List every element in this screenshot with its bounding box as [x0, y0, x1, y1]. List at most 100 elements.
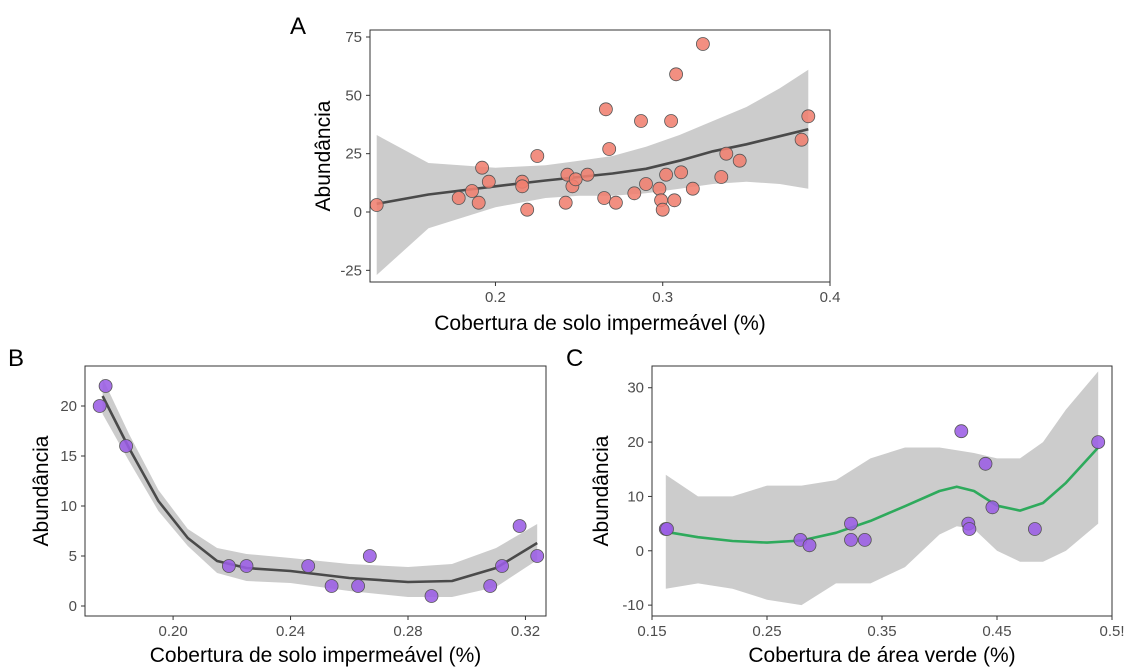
x-tick-label-c: 0.5! — [1099, 623, 1124, 640]
y-tick-label-b: 15 — [60, 448, 77, 465]
data-point-b — [530, 549, 545, 563]
x-tick-label-c: 0.15 — [637, 623, 666, 640]
data-point-b — [351, 579, 366, 593]
data-point-a — [558, 195, 573, 210]
data-point-a — [719, 146, 734, 161]
y-axis-title-c: Abundância — [590, 435, 613, 546]
y-tick-label-a: 75 — [345, 29, 362, 46]
data-point-b — [324, 579, 339, 593]
data-point-b — [92, 399, 107, 413]
data-point-a — [801, 109, 816, 124]
data-point-a — [659, 167, 673, 182]
x-tick-label-c: 0.45 — [982, 623, 1011, 640]
x-tick-label-b: 0.28 — [393, 623, 422, 640]
data-point-c — [954, 424, 969, 439]
data-point-a — [714, 170, 729, 184]
x-tick-label-a: 0.2 — [485, 289, 506, 306]
data-point-b — [239, 559, 254, 573]
confidence-band-b — [102, 378, 538, 597]
y-tick-label-c: 20 — [627, 434, 644, 451]
data-point-a — [580, 167, 595, 182]
data-point-a — [696, 37, 710, 51]
data-point-b — [362, 549, 377, 563]
data-point-b — [301, 559, 316, 573]
data-point-a — [481, 174, 496, 189]
confidence-band-c — [665, 371, 1099, 606]
data-point-a — [471, 195, 486, 210]
panel-label-b: B — [8, 345, 24, 372]
data-point-a — [568, 172, 583, 187]
data-point-c — [962, 522, 977, 536]
x-axis-title-a: Cobertura de solo impermeável (%) — [434, 312, 765, 335]
y-tick-label-b: 0 — [69, 598, 77, 615]
data-point-a — [674, 165, 688, 180]
data-point-a — [475, 160, 490, 175]
x-tick-label-c: 0.25 — [752, 623, 781, 640]
panel-b-scatter-plot: 0.20 0.24 0.28 0.32 0 5 10 15 20 Cobertura de sol… — [30, 365, 547, 667]
data-point-a — [655, 202, 670, 217]
data-point-c — [978, 456, 993, 471]
panel-border-a — [369, 29, 831, 283]
fit-line-a — [376, 127, 809, 206]
data-point-b — [424, 589, 439, 603]
data-point-a — [597, 191, 612, 205]
data-point-a — [732, 153, 747, 168]
y-tick-label-a: 25 — [345, 146, 362, 163]
data-point-a — [664, 114, 678, 128]
y-axis-title-a: Abundância — [312, 100, 335, 211]
data-point-c — [844, 533, 858, 547]
y-tick-label-c: -10 — [622, 597, 644, 614]
data-point-c — [985, 500, 1000, 515]
data-point-c — [802, 538, 817, 553]
panel-border-b — [84, 365, 547, 617]
x-tick-label-b: 0.20 — [158, 623, 187, 640]
x-axis-title-b: Cobertura de solo impermeável (%) — [150, 644, 481, 667]
data-point-a — [669, 67, 683, 82]
data-point-b — [495, 559, 509, 573]
y-tick-label-c: 30 — [627, 380, 644, 397]
y-tick-label-b: 10 — [60, 498, 77, 515]
data-point-c — [857, 533, 872, 547]
y-axis-title-b: Abundância — [30, 435, 53, 546]
x-tick-label-a: 0.4 — [820, 289, 841, 306]
data-point-a — [627, 186, 642, 201]
panel-a-scatter-plot: 0.2 0.3 0.4 -25 0 25 50 75 Cobertura de solo imp… — [312, 29, 840, 335]
data-point-a — [451, 191, 466, 205]
data-point-a — [794, 132, 809, 147]
y-tick-label-b: 5 — [69, 548, 77, 565]
y-tick-label-c: 0 — [636, 543, 644, 560]
x-tick-label-b: 0.32 — [511, 623, 540, 640]
x-tick-label-b: 0.24 — [276, 623, 305, 640]
data-point-b — [512, 519, 527, 533]
data-point-c — [844, 516, 858, 531]
panel-c-scatter-plot: 0.15 0.25 0.35 0.45 0.5! -10 0 10 20 30 Cobertura … — [590, 365, 1125, 667]
data-point-a — [639, 177, 653, 191]
y-tick-label-a: -25 — [340, 262, 362, 279]
y-tick-label-a: 0 — [354, 204, 362, 221]
data-point-c — [660, 522, 674, 536]
x-tick-label-a: 0.3 — [652, 289, 673, 306]
data-point-a — [602, 142, 617, 156]
y-tick-label-a: 50 — [345, 87, 362, 104]
data-point-a — [520, 202, 535, 217]
fit-line-c — [665, 446, 1100, 544]
panel-label-c: C — [566, 345, 583, 372]
data-point-b — [119, 439, 133, 453]
data-point-a — [652, 181, 667, 196]
data-point-a — [667, 193, 682, 208]
panel-label-a: A — [290, 13, 306, 40]
data-point-b — [98, 379, 113, 393]
data-point-a — [530, 149, 545, 163]
data-point-a — [609, 195, 623, 210]
data-point-a — [634, 114, 648, 128]
x-axis-title-c: Cobertura de área verde (%) — [748, 644, 1015, 667]
data-point-a — [685, 181, 700, 196]
data-point-c — [1028, 522, 1042, 536]
data-point-a — [599, 102, 613, 117]
x-tick-label-c: 0.35 — [867, 623, 896, 640]
data-point-b — [221, 559, 236, 573]
y-tick-label-c: 10 — [627, 488, 644, 505]
data-point-a — [369, 198, 384, 212]
data-point-a — [515, 179, 530, 194]
